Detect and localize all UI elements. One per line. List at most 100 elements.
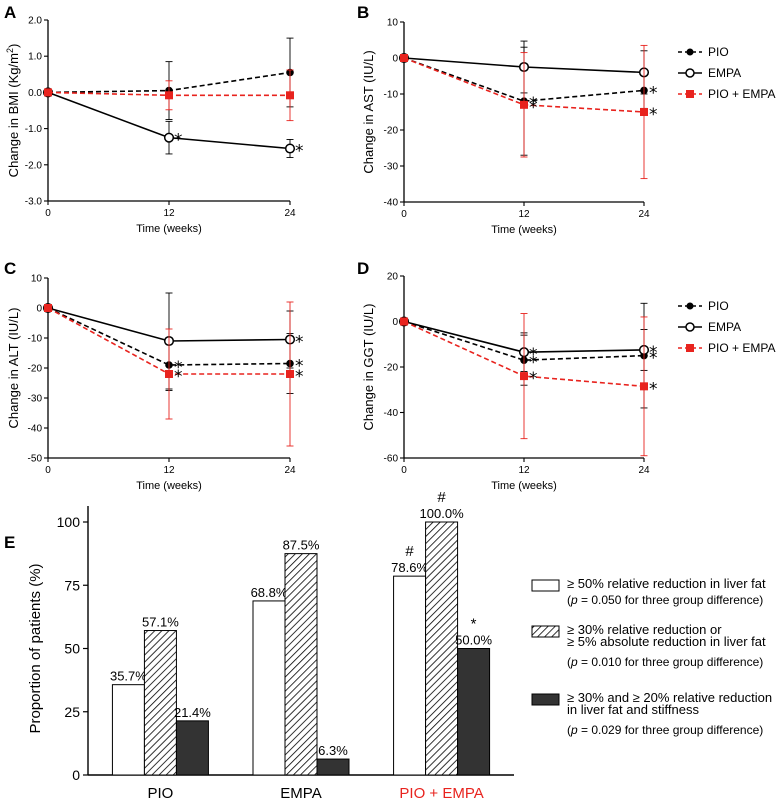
- legend-e: ≥ 50% relative reduction in liver fat (p …: [531, 576, 772, 737]
- panel-letter: E: [4, 533, 15, 552]
- p-symbol: p: [570, 593, 578, 607]
- panel-letter: D: [357, 259, 369, 278]
- y-tick-label: 25: [64, 704, 80, 720]
- y-tick-label: 0: [36, 304, 42, 315]
- y-tick-label: -30: [384, 162, 399, 173]
- bar-value-label: 100.0%: [420, 506, 465, 521]
- x-tick-label: 24: [284, 465, 296, 476]
- x-tick-label: 12: [518, 209, 530, 220]
- data-point: [520, 372, 528, 381]
- significance-asterisk: *: [649, 105, 658, 125]
- y-tick-label: 50: [64, 641, 80, 657]
- y-tick-label: -1.0: [25, 124, 43, 135]
- bar-solid: [175, 720, 209, 776]
- legend-label: ≥ 30% and ≥ 20% relative reduction: [567, 690, 772, 705]
- bar-value-label: 35.7%: [110, 669, 147, 684]
- y-tick-label: 20: [387, 272, 399, 283]
- x-tick-label: 12: [163, 465, 175, 476]
- p-symbol: p: [570, 655, 578, 669]
- significance-asterisk: *: [295, 333, 304, 353]
- legend-p-value: (p = 0.050 for three group difference): [567, 593, 763, 607]
- series-line: [403, 320, 645, 361]
- x-tick-label: 12: [163, 208, 175, 219]
- data-point: [286, 370, 294, 378]
- data-point: [640, 108, 648, 116]
- y-tick-label: 0: [72, 767, 80, 783]
- x-tick-label: 24: [284, 208, 296, 219]
- p-open-paren: (: [567, 723, 571, 737]
- data-point: [44, 88, 52, 97]
- y-tick-label: -50: [28, 454, 43, 465]
- x-axis-label: Time (weeks): [491, 224, 557, 236]
- legend-p-value: (p = 0.029 for three group difference): [567, 723, 763, 737]
- legend-marker: [686, 90, 694, 98]
- significance-asterisk: *: [295, 142, 304, 162]
- y-tick-label: 10: [31, 274, 43, 285]
- y-tick-label: -60: [384, 454, 399, 465]
- panel-letter: C: [4, 259, 16, 278]
- series-empa: **: [398, 316, 658, 372]
- significance-asterisk: *: [174, 131, 183, 151]
- y-axis-label: Change in BMI (Kg/m2): [5, 44, 21, 178]
- x-tick-label: 24: [638, 465, 650, 476]
- x-axis-label: Time (weeks): [491, 480, 557, 492]
- bar-solid: [457, 648, 491, 776]
- legend-label: EMPA: [708, 66, 741, 80]
- y-axis-label: Change in GGT (IU/L): [361, 304, 376, 431]
- p-open-paren: (: [567, 655, 571, 669]
- legend-swatch-hatched: [531, 625, 560, 638]
- category-label: PIO: [147, 785, 173, 800]
- legend-swatch-open: [531, 579, 560, 592]
- bar-value-label: 6.3%: [318, 743, 348, 758]
- x-axis-label: Time (weeks): [136, 480, 202, 492]
- series-pio-empa: [44, 69, 294, 122]
- y-tick-label: 100: [57, 514, 81, 530]
- bar-hatched: [425, 521, 459, 776]
- y-tick-label: 0: [392, 54, 398, 65]
- data-point: [400, 54, 408, 62]
- p-open-paren: (: [567, 593, 571, 607]
- y-tick-label: -10: [384, 90, 399, 101]
- y-tick-label: 2.0: [28, 16, 42, 27]
- y-tick-label: -20: [28, 364, 43, 375]
- y-tick-label: 75: [64, 577, 80, 593]
- bar-open: [393, 575, 427, 776]
- y-tick-label: 10: [387, 18, 399, 29]
- legend-marker: [685, 322, 695, 332]
- bar-value-label: 78.6%: [391, 560, 428, 575]
- significance-asterisk: *: [529, 98, 538, 118]
- legend-label-line2: in liver fat and stiffness: [567, 702, 699, 717]
- category-label: PIO + EMPA: [399, 785, 483, 800]
- legend-swatch-solid: [531, 693, 560, 706]
- data-point: [163, 132, 175, 143]
- significance-asterisk: *: [529, 369, 538, 389]
- legend-label: PIO: [708, 45, 729, 59]
- legend-label-line2: ≥ 5% absolute reduction in liver fat: [567, 634, 766, 649]
- panel-letter: B: [357, 3, 369, 22]
- significance-asterisk: *: [649, 349, 658, 369]
- data-point: [640, 382, 648, 391]
- y-tick-label: -20: [384, 363, 399, 374]
- p-symbol: p: [570, 723, 578, 737]
- data-point: [520, 100, 528, 109]
- significance-mark: #: [437, 489, 446, 506]
- y-tick-label: -30: [28, 394, 43, 405]
- bar-value-label: 87.5%: [283, 538, 320, 553]
- bar-value-label: 21.4%: [174, 705, 211, 720]
- legend-p-value: (p = 0.010 for three group difference): [567, 655, 763, 669]
- legend-label: EMPA: [708, 320, 741, 334]
- series-pio-empa: **: [400, 44, 658, 180]
- panel-letter: A: [4, 3, 16, 22]
- y-tick-label: 0: [392, 317, 398, 328]
- significance-asterisk: *: [649, 83, 658, 103]
- data-point: [400, 317, 408, 326]
- legend-label: PIO + EMPA: [708, 87, 775, 101]
- data-point: [286, 91, 294, 100]
- legend-label: ≥ 50% relative reduction in liver fat: [567, 576, 766, 591]
- y-tick-label: 1.0: [28, 52, 42, 63]
- series-empa: **: [42, 87, 304, 162]
- bar-open: [252, 600, 286, 776]
- significance-asterisk: *: [174, 367, 183, 387]
- significance-asterisk: *: [649, 343, 658, 363]
